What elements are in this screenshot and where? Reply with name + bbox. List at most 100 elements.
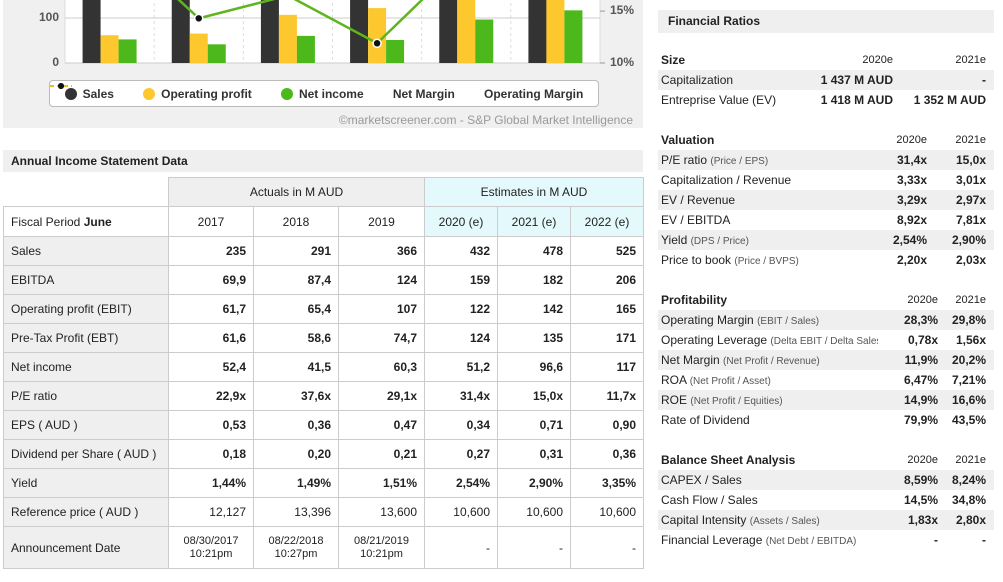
row-label: P/E ratio — [3, 381, 169, 411]
cell: 2,90% — [497, 468, 571, 498]
ratio-label: Net Margin — [661, 353, 720, 367]
ratio-label: Operating Leverage — [661, 333, 768, 347]
legend-swatch — [143, 87, 156, 100]
section-header: Size 2020e 2021e — [658, 50, 994, 70]
row-label: Sales — [3, 236, 169, 266]
ratio-label: P/E ratio — [661, 153, 708, 167]
cell: 0,21 — [338, 439, 425, 469]
row-label: Announcement Date — [3, 526, 169, 569]
cell: 117 — [569, 352, 645, 382]
data-row: Pre-Tax Profit (EBT) 61,6 58,6 74,7 124 135 17… — [3, 323, 645, 353]
ratio-label-cell: EV / Revenue — [661, 190, 867, 210]
cell: 0,18 — [168, 439, 254, 469]
cell: - — [424, 526, 498, 569]
column-header: 2020e — [907, 454, 938, 466]
bar — [546, 0, 565, 63]
cell: 432 — [424, 236, 498, 266]
ratio-value: 8,59% — [903, 473, 938, 487]
ratio-label: Rate of Dividend — [661, 413, 750, 427]
ratio-label: Yield — [661, 233, 688, 247]
ratio-value: 7,81x — [955, 213, 986, 227]
cell: 122 — [424, 294, 498, 324]
ratio-section: Balance Sheet Analysis 2020e 2021e CAPEX / … — [658, 450, 994, 550]
ratio-row: ROA (Net Profit / Asset) 6,47% 7,21% — [658, 370, 994, 390]
cell: 0,53 — [168, 410, 254, 440]
cell: 69,9 — [168, 265, 254, 295]
ratio-note: (Net Profit / Equities) — [690, 396, 783, 407]
ratio-value: 2,03x — [955, 253, 986, 267]
ratio-value: 43,5% — [951, 413, 986, 427]
cell: 96,6 — [497, 352, 571, 382]
cell: 165 — [569, 294, 645, 324]
ratio-label: EV / EBITDA — [661, 213, 731, 227]
bar — [100, 35, 119, 63]
bar — [439, 0, 458, 63]
period-text: Fiscal Period — [11, 214, 81, 229]
ratio-section: Size 2020e 2021e Capitalization 1 437 M AUD -… — [658, 50, 994, 110]
ratio-label: Financial Leverage — [661, 533, 763, 547]
ratio-row: EV / EBITDA 8,92x 7,81x — [658, 210, 994, 230]
year-header: 2021 (e) — [497, 206, 571, 237]
cell: 1,51% — [338, 468, 425, 498]
column-header: 2020e — [896, 134, 927, 146]
bar — [207, 44, 226, 63]
ratio-label-cell: Operating Leverage (Delta EBIT / Delta S… — [661, 330, 878, 350]
cell: 10,600 — [424, 497, 498, 527]
line-series — [177, 0, 424, 45]
ratio-section: Valuation 2020e 2021e P/E ratio (Price / EP… — [658, 130, 994, 270]
ratio-value: 11,9% — [904, 353, 938, 367]
cell: 52,4 — [168, 352, 254, 382]
cell: 0,27 — [424, 439, 498, 469]
legend-swatch — [280, 87, 293, 100]
ratio-value: 31,4x — [896, 153, 927, 167]
column-header: 2021e — [955, 134, 986, 146]
data-row: Net income 52,4 41,5 60,3 51,2 96,6 117 — [3, 352, 645, 382]
cell: 41,5 — [253, 352, 339, 382]
legend-label: Net Margin — [392, 86, 455, 101]
bar — [368, 8, 387, 64]
row-label: Net income — [3, 352, 169, 382]
ratio-value: 1,56x — [955, 333, 986, 347]
cell: 124 — [338, 265, 425, 295]
ratio-note: (Net Profit / Revenue) — [723, 356, 820, 367]
cell: 1,44% — [168, 468, 254, 498]
ratios-title: Financial Ratios — [658, 10, 994, 33]
ratio-row: CAPEX / Sales 8,59% 8,24% — [658, 470, 994, 490]
ratio-value: 14,5% — [903, 493, 938, 507]
cell: 135 — [497, 323, 571, 353]
ratio-note: (Assets / Sales) — [749, 516, 820, 527]
year-row: Fiscal Period June 2017 2018 2019 2020 (e) 20… — [3, 206, 645, 237]
bar — [82, 0, 101, 63]
ratio-label-cell: Cash Flow / Sales — [661, 490, 878, 510]
ratio-value: 28,3% — [903, 313, 938, 327]
cell: 0,47 — [338, 410, 425, 440]
ratio-value: 34,8% — [951, 493, 986, 507]
group-header: Actuals in M AUD — [168, 177, 425, 207]
row-label: Reference price ( AUD ) — [3, 497, 169, 527]
ratio-label: CAPEX / Sales — [661, 473, 742, 487]
cell-line: 10:21pm — [189, 547, 233, 560]
line-point — [194, 13, 204, 24]
cell: 08/30/2017 10:21pm — [168, 526, 254, 569]
cell-line: - — [632, 540, 637, 555]
cell: 525 — [569, 236, 645, 266]
bar — [528, 0, 547, 63]
ratio-value: 2,90% — [951, 233, 986, 247]
cell: 37,6x — [253, 381, 339, 411]
ratio-label: ROA — [661, 373, 687, 387]
year-header: 2018 — [253, 206, 339, 237]
cell: 3,35% — [569, 468, 645, 498]
ratio-value: 2,97x — [955, 193, 986, 207]
row-label: EPS ( AUD ) — [3, 410, 169, 440]
ratio-note: (Delta EBIT / Delta Sales) — [770, 336, 878, 347]
section-title: Balance Sheet Analysis — [661, 453, 796, 467]
cell: 65,4 — [253, 294, 339, 324]
ratio-label-cell: Financial Leverage (Net Debt / EBITDA) — [661, 530, 878, 550]
ratio-note: (EBIT / Sales) — [757, 316, 820, 327]
cell-line: - — [559, 540, 563, 555]
legend: Sales Operating profit Net income Net Margi… — [49, 80, 599, 107]
ratio-row: Capital Intensity (Assets / Sales) 1,83x 2… — [658, 510, 994, 530]
cell: 61,7 — [168, 294, 254, 324]
bar — [278, 14, 297, 64]
cell: 142 — [497, 294, 571, 324]
